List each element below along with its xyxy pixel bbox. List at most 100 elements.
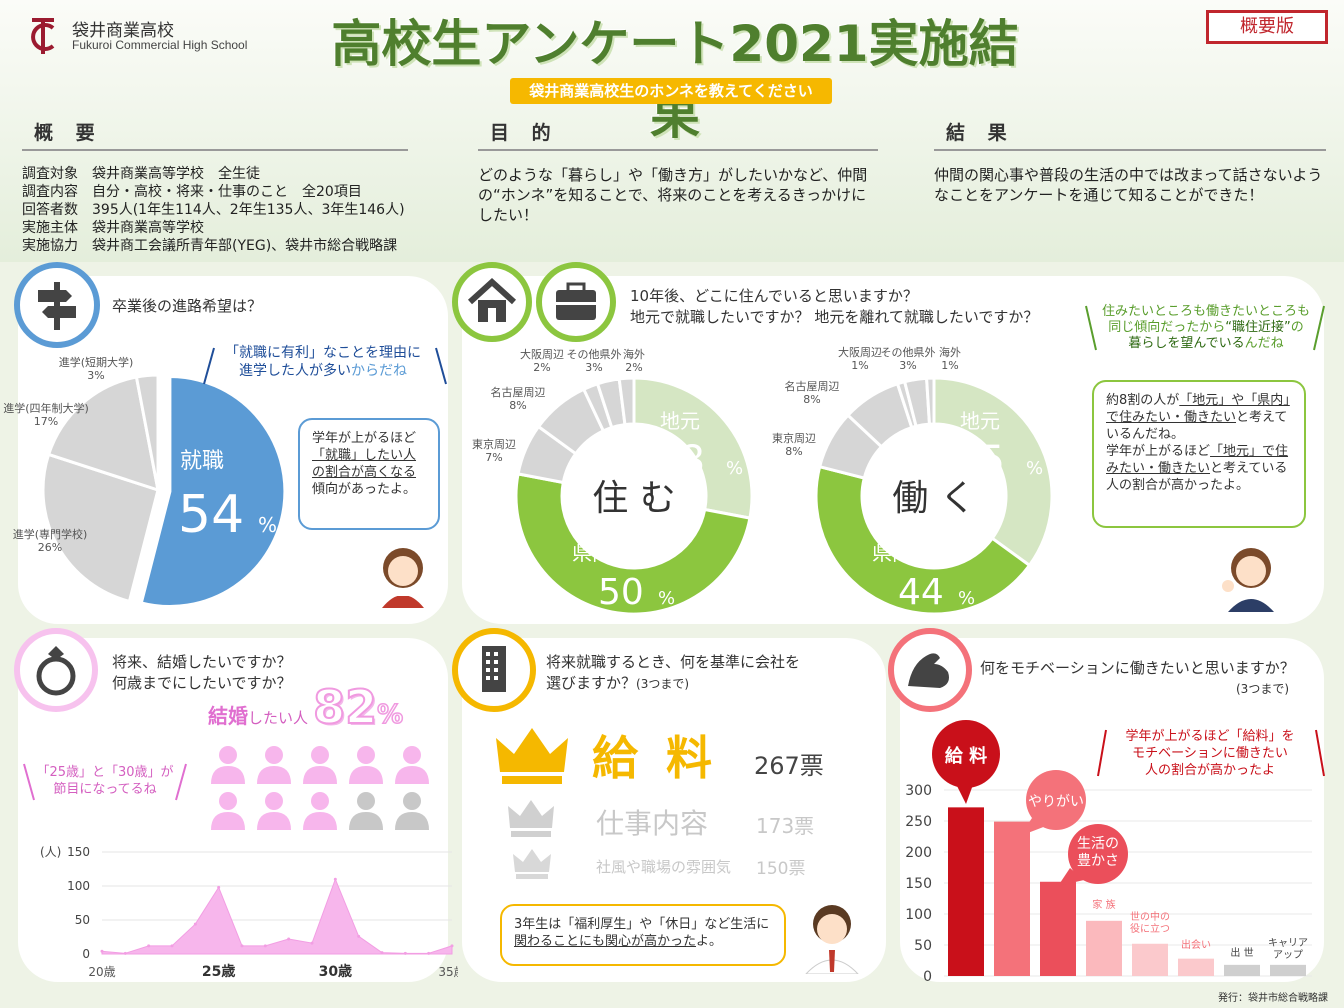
age-point	[170, 944, 174, 948]
overview-row: 調査内容 自分・高校・将来・仕事のこと 全20項目	[22, 183, 408, 201]
purpose-section: 目 的 どのような「暮らし」や「働き方」がしたいかなど、仲間の“ホンネ”を知るこ…	[478, 118, 878, 225]
y-axis-unit: (人)	[40, 845, 61, 859]
overview-value: 袋井商業高等学校 全生徒	[92, 166, 260, 182]
age-point	[427, 951, 431, 955]
x-tick-label: 30歳	[319, 963, 352, 980]
age-area-chart: 0 50 100 150 (人) 20歳 25歳 30歳 35歳	[40, 845, 458, 980]
crown-silver-icon	[508, 800, 554, 837]
career-bubble-text: 学年が上がるほど	[312, 431, 417, 446]
lw-bubble-emph: 「地元」や「県内」で住みたい・働きたい	[1106, 393, 1290, 425]
donut-local-label: 地元	[960, 409, 1000, 433]
house-icon	[452, 262, 532, 342]
person-icon	[211, 746, 245, 784]
donut-slice-0	[932, 376, 1054, 568]
school-name-en: Fukuroi Commercial High School	[72, 38, 248, 52]
overview-row: 回答者数 395人(1年生114人、2年生135人、3年生146人)	[22, 201, 408, 219]
briefcase-icon	[536, 262, 616, 342]
bar-label-1: やりがい	[1028, 794, 1084, 810]
donut-pref-label: 県内	[872, 541, 912, 565]
age-point	[263, 944, 267, 948]
person-body	[211, 766, 245, 784]
badge-circle	[932, 720, 1000, 788]
live-question: 10年後、どこに住んでいると思いますか？	[630, 287, 918, 305]
work-pie: 東京周辺 8% 名古屋周辺 8% 大阪周辺 1%その他県外 3%海外 1% 働 く 地元 35 % 県内…	[772, 345, 1054, 616]
career-callout-tail: からだね	[351, 363, 407, 379]
motivation-note: (3つまで)	[1236, 682, 1289, 696]
company-bubble-text: 3年生は「福利厚生」や「休日」など生活に	[514, 917, 770, 932]
career-pie: 進学(専門学校) 26% 進学(四年制大学) 17% 進学(短期大学) 3% 就職 54%	[3, 355, 287, 608]
marriage-callout-lines	[23, 763, 187, 801]
donut-pref-label: 県内	[572, 541, 612, 565]
lw-bubble-text: 約8割の人が	[1106, 393, 1180, 408]
age-point	[357, 934, 361, 938]
donut-pref-pct: %	[658, 588, 675, 609]
x-tick-label: 35歳	[438, 965, 458, 979]
live-pie: 東京周辺 7% 名古屋周辺 8% 大阪周辺 2%その他県外 3%海外 2% 住 む 地元 28 % 県内…	[472, 347, 754, 616]
x-tick-label: 20歳	[88, 965, 115, 979]
age-point	[450, 944, 454, 948]
lw-bubble-emph2: 「地元」で住みたい・働きたい	[1106, 444, 1289, 476]
badge-circle	[1068, 824, 1128, 884]
bar-label-4: 世の中の役に立つ	[1130, 910, 1170, 935]
motivation-callout-text2: モチベーションに働きたい	[1132, 746, 1288, 761]
y-tick-label: 50	[914, 938, 932, 954]
pie-slice-2	[46, 375, 160, 493]
person-icon	[349, 792, 383, 830]
donut-label-2: 東京周辺 8%	[772, 431, 816, 458]
donut-label-6: 海外 1%	[939, 345, 961, 372]
person-body	[395, 766, 429, 784]
company-bubble-tail: よ。	[696, 934, 723, 949]
girl-student-ok-icon	[1222, 548, 1274, 612]
y-tick-label: 100	[67, 879, 90, 893]
crown-bronze-icon	[513, 849, 551, 879]
bar-6	[1224, 964, 1260, 976]
rank-3-label: 社風や職場の雰囲気	[596, 858, 732, 876]
people-grid	[211, 746, 429, 830]
donut-label-4: 大阪周辺 2%	[520, 347, 564, 374]
marriage-callout-text2: 節目になってるね	[53, 782, 157, 797]
live-work-callout-text3: の	[1290, 320, 1304, 335]
badge-tail	[1020, 818, 1046, 836]
work-question: 地元で就職したいですか？ 地元を離れて就職したいですか？	[630, 308, 1039, 326]
bar-4	[1132, 943, 1168, 976]
person-icon	[257, 746, 291, 784]
overview-value: 袋井商工会議所青年部(YEG)、袋井市総合戦略課	[92, 238, 398, 254]
person-body	[303, 812, 337, 830]
purpose-text: どのような「暮らし」や「働き方」がしたいかなど、仲間の“ホンネ”を知ることで、将…	[478, 166, 868, 224]
overview-label: 調査内容	[22, 184, 78, 200]
donut-local-pct: %	[726, 458, 743, 479]
live-work-callout-emph2: 暮らしを望んでいる	[1128, 336, 1245, 351]
company-bubble: 3年生は「福利厚生」や「休日」など生活に 関わることにも関心が高かったよ。	[500, 904, 786, 966]
career-callout-lines	[203, 347, 447, 385]
lw-bubble-text2: と考えているんだね。	[1106, 410, 1288, 442]
age-point	[287, 937, 291, 941]
donut-label-5: その他県外 3%	[567, 348, 622, 374]
person-icon	[303, 792, 337, 830]
career-question: 卒業後の進路希望は？	[112, 297, 263, 315]
age-point	[333, 877, 337, 881]
pie-slice-1	[41, 452, 160, 604]
lw-bubble-tail: と考えている人の割合が高かったよ。	[1106, 461, 1288, 493]
person-body	[257, 766, 291, 784]
person-icon	[395, 792, 429, 830]
career-bubble-emph: 「就職」したい人の割合が高くなる	[312, 448, 417, 480]
y-tick-label: 300	[905, 783, 932, 799]
person-head	[265, 746, 283, 764]
donut-label-3: 名古屋周辺 8%	[491, 385, 546, 412]
version-badge: 概要版	[1206, 10, 1328, 44]
person-head	[403, 792, 421, 810]
age-point	[193, 922, 197, 926]
person-head	[219, 746, 237, 764]
age-point	[240, 944, 244, 948]
live-work-question: 10年後、どこに住んでいると思いますか？ 地元で就職したいですか？ 地元を離れて…	[630, 286, 1038, 328]
person-icon	[395, 746, 429, 784]
publisher-footer: 発行：袋井市総合戦略課	[1218, 993, 1328, 1004]
bar-label-3: 家 族	[1092, 898, 1115, 911]
donut-pref-pct: %	[958, 588, 975, 609]
company-question: 将来就職するとき、何を基準に会社を 選びますか？(3つまで)	[546, 652, 800, 695]
person-body	[211, 812, 245, 830]
age-point	[403, 951, 407, 955]
overview-label: 実施主体	[22, 220, 78, 236]
rank-3-votes: 150票	[756, 859, 806, 879]
person-icon	[349, 746, 383, 784]
